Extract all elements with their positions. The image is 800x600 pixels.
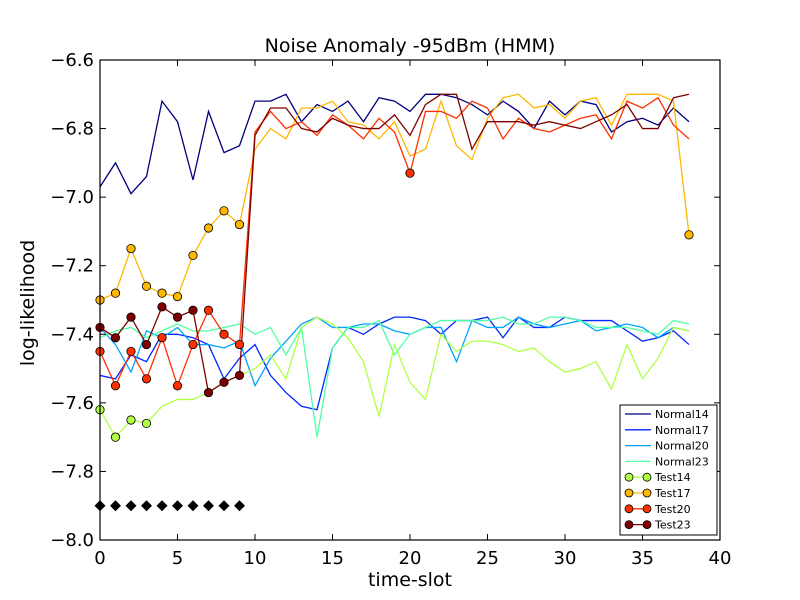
legend-box (619, 404, 718, 536)
y-axis-ticks: −6.6 −6.8 −7.0 −7.2 −7.4 −7.6 −7.8 −8.0 (50, 50, 720, 551)
x-tick-label: 0 (94, 548, 105, 569)
data-point-test23 (172, 312, 183, 322)
data-point-test23 (157, 302, 167, 312)
legend-marker-test20 (624, 504, 634, 514)
series-line-test17 (100, 93, 690, 301)
anomaly-marker (156, 500, 168, 512)
legend-label-normal20: Normal20 (655, 440, 709, 453)
anomaly-marker (125, 500, 137, 512)
series-line-normal14 (100, 93, 690, 195)
data-point-test17 (219, 206, 229, 216)
data-point-test17 (203, 223, 214, 233)
x-tick-label: 30 (554, 548, 577, 569)
legend-marker-test17 (642, 488, 652, 498)
data-point-test14 (110, 432, 121, 442)
data-point-test14 (141, 418, 152, 429)
y-tick-label: −7.2 (50, 256, 94, 277)
y-tick-label: −8.0 (50, 530, 94, 551)
series-line-test23 (100, 93, 690, 394)
data-point-test20 (126, 346, 136, 357)
x-axis-label: time-slot (368, 569, 452, 591)
data-point-test17 (172, 291, 183, 302)
data-point-test23 (110, 333, 121, 343)
legend-label-test17: Test17 (654, 487, 691, 500)
x-tick-label: 35 (631, 548, 654, 569)
x-tick-label: 10 (244, 548, 267, 569)
data-point-test14 (126, 415, 136, 425)
data-point-test23 (219, 377, 229, 387)
series-line-normal20 (100, 316, 690, 388)
series-line-test20 (100, 96, 690, 388)
series-line-test14 (100, 316, 690, 439)
legend: Normal14 Normal17 Normal20 Normal23 Test14 Te… (619, 404, 718, 536)
legend-marker-test14 (642, 472, 652, 482)
legend-marker-test20 (642, 504, 652, 514)
data-point-test23 (126, 312, 136, 322)
legend-label-normal14: Normal14 (655, 408, 709, 421)
y-tick-label: −7.6 (50, 393, 94, 414)
data-point-test17 (110, 288, 121, 298)
data-point-test20 (219, 329, 229, 339)
legend-label-test14: Test14 (654, 471, 691, 484)
data-point-test23 (234, 370, 245, 381)
x-tick-label: 5 (172, 548, 183, 569)
data-point-test20 (157, 333, 167, 343)
data-point-test17 (141, 281, 152, 291)
data-point-test23 (188, 305, 198, 315)
data-point-test20 (234, 339, 245, 350)
y-tick-label: −6.8 (50, 119, 94, 140)
legend-marker-test23 (624, 520, 634, 529)
data-point-test20 (141, 374, 152, 384)
anomaly-marker (234, 500, 245, 512)
anomaly-marker (141, 500, 152, 512)
x-axis-ticks: 0 5 10 15 20 25 30 35 40 (94, 60, 731, 569)
anomaly-marker (203, 500, 214, 512)
data-point-test17 (234, 219, 245, 230)
legend-marker-test14 (624, 472, 634, 482)
data-point-test17 (684, 230, 694, 240)
data-point-test20 (172, 381, 183, 391)
x-tick-label: 40 (709, 548, 732, 569)
data-point-test17 (157, 288, 167, 298)
anomaly-marker (172, 500, 183, 512)
legend-marker-test17 (624, 488, 634, 498)
y-axis-label: log-likelihood (17, 240, 39, 366)
x-tick-label: 15 (321, 548, 344, 569)
y-tick-label: −7.4 (50, 324, 94, 345)
legend-label-test23: Test23 (654, 519, 691, 532)
chart-title: Noise Anomaly -95dBm (HMM) (265, 35, 556, 57)
anomaly-marker (218, 500, 230, 512)
data-point-test23 (203, 387, 214, 398)
data-point-test20 (405, 168, 415, 178)
x-tick-label: 25 (476, 548, 499, 569)
anomaly-marker (110, 500, 121, 512)
data-point-test23 (141, 339, 152, 350)
data-point-test17 (188, 250, 198, 261)
y-tick-label: −7.8 (50, 461, 94, 482)
x-tick-label: 20 (399, 548, 422, 569)
anomaly-marker (187, 500, 199, 512)
y-tick-label: −6.6 (50, 50, 94, 71)
series-line-normal23 (100, 316, 690, 438)
data-point-test20 (203, 305, 214, 315)
legend-label-test20: Test20 (654, 503, 691, 516)
legend-marker-test23 (642, 520, 652, 529)
legend-label-normal23: Normal23 (655, 455, 709, 468)
plot-area (94, 59, 721, 541)
data-point-test20 (188, 339, 198, 350)
legend-label-normal17: Normal17 (655, 424, 709, 437)
data-point-test20 (110, 381, 121, 391)
data-point-test17 (126, 243, 136, 254)
y-tick-label: −7.0 (50, 187, 94, 208)
